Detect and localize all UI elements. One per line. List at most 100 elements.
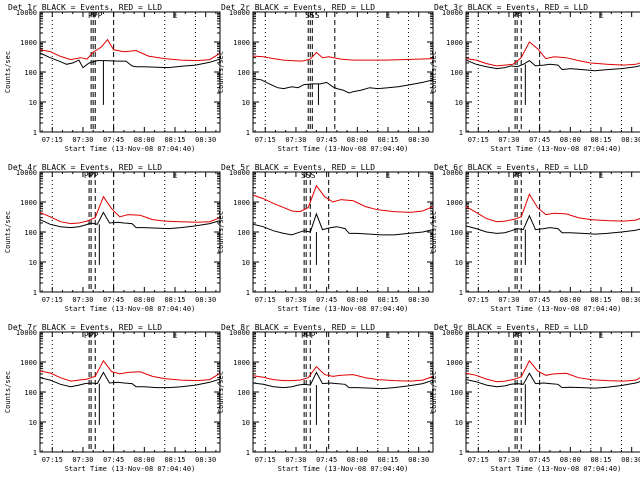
x-tick-label: 08:30	[408, 296, 429, 304]
x-tick-label: 07:30	[285, 136, 306, 144]
marker-label: SSS	[301, 171, 316, 180]
series-events-line	[39, 52, 221, 69]
plot-frame	[465, 11, 640, 133]
marker-label: SSS	[305, 11, 320, 20]
y-tick-label: 1	[246, 129, 250, 137]
x-axis-label: Start Time (13-Nov-08 07:04:40)	[491, 305, 622, 313]
y-tick-label: 100	[24, 389, 37, 397]
y-tick-label: 1000	[20, 199, 37, 207]
y-tick-label: 1	[33, 449, 37, 457]
series-lld-line	[252, 365, 434, 382]
y-tick-label: 1000	[20, 359, 37, 367]
x-tick-label: 08:30	[195, 296, 216, 304]
y-tick-label: 10	[29, 99, 37, 107]
y-tick-label: 10	[242, 99, 250, 107]
panel-det-7r: 1 10 100 1000 10000 07:15 07:30 07:45 08:00 08:15…	[4, 323, 221, 473]
panel-det-6r: 1 10 100 1000 10000 07:15 07:30 07:45 08:00 08:15…	[430, 163, 640, 313]
x-tick-label: 07:45	[316, 296, 337, 304]
y-tick-label: 1000	[20, 39, 37, 47]
series-lld-line	[39, 38, 221, 62]
x-tick-label: 07:30	[498, 136, 519, 144]
x-tick-label: 08:15	[164, 456, 185, 464]
y-tick-label: 1000	[233, 39, 250, 47]
x-tick-label: 08:30	[195, 456, 216, 464]
x-tick-label: 07:45	[529, 456, 550, 464]
marker-label: PPP	[84, 331, 99, 340]
y-tick-label: 1	[246, 289, 250, 297]
y-tick-label: 10	[242, 259, 250, 267]
y-tick-label: 100	[237, 69, 250, 77]
marker-label: E	[386, 171, 391, 180]
series-events-line	[252, 78, 434, 94]
plot-frame	[465, 331, 640, 453]
y-tick-label: 10	[29, 419, 37, 427]
x-tick-label: 07:45	[103, 456, 124, 464]
x-tick-label: 07:45	[103, 296, 124, 304]
y-axis-label: Counts/sec	[4, 371, 12, 413]
y-tick-label: 10	[29, 259, 37, 267]
y-tick-label: 10000	[229, 9, 250, 17]
x-tick-label: 08:00	[560, 296, 581, 304]
panel-det-8r: 1 10 100 1000 10000 07:15 07:30 07:45 08:00 08:15…	[217, 323, 434, 473]
series-lld-line	[465, 359, 640, 383]
x-axis-label: Start Time (13-Nov-08 07:04:40)	[278, 465, 409, 473]
plot-frame	[465, 171, 640, 293]
x-tick-label: 07:30	[285, 456, 306, 464]
panel-det-9r: 1 10 100 1000 10000 07:15 07:30 07:45 08:00 08:15…	[430, 323, 640, 473]
marker-label: PPP	[88, 11, 103, 20]
x-tick-label: 07:15	[255, 136, 276, 144]
marker-label: E	[173, 11, 178, 20]
x-tick-label: 07:30	[72, 296, 93, 304]
marker-label: PPP	[84, 171, 99, 180]
x-axis-label: Start Time (13-Nov-08 07:04:40)	[65, 145, 196, 153]
x-tick-label: 07:15	[468, 136, 489, 144]
x-tick-label: 07:30	[72, 136, 93, 144]
x-tick-label: 07:45	[529, 136, 550, 144]
series-lld-line	[465, 41, 640, 67]
plot-frame	[252, 11, 434, 133]
y-tick-label: 100	[24, 69, 37, 77]
y-axis-label: Counts/sec	[217, 211, 225, 253]
y-tick-label: 10000	[229, 169, 250, 177]
panel-title: Det 8r BLACK = Events, RED = LLD	[221, 323, 375, 332]
x-tick-label: 08:15	[377, 456, 398, 464]
panel-title: Det 7r BLACK = Events, RED = LLD	[8, 323, 162, 332]
x-tick-label: 08:00	[134, 456, 155, 464]
series-lld-line	[465, 193, 640, 223]
panel-title: Det 4r BLACK = Events, RED = LLD	[8, 163, 162, 172]
marker-label: PPP	[301, 331, 316, 340]
y-tick-label: 100	[450, 69, 463, 77]
y-tick-label: 1000	[446, 359, 463, 367]
y-tick-label: 1	[459, 289, 463, 297]
x-tick-label: 08:00	[347, 456, 368, 464]
series-lld-line	[39, 359, 221, 382]
y-tick-label: 10000	[16, 169, 37, 177]
y-axis-label: Counts/sec	[4, 211, 12, 253]
series-lld-line	[252, 184, 434, 213]
x-tick-label: 08:15	[377, 296, 398, 304]
marker-label: E	[173, 331, 178, 340]
y-tick-label: 10000	[442, 329, 463, 337]
x-axis-label: Start Time (13-Nov-08 07:04:40)	[278, 305, 409, 313]
plot-frame	[39, 11, 221, 133]
y-axis-label: Counts/sec	[217, 371, 225, 413]
panel-det-3r: 1 10 100 1000 10000 07:15 07:30 07:45 08:00 08:15…	[430, 3, 640, 153]
x-tick-label: 08:00	[347, 296, 368, 304]
y-tick-label: 100	[24, 229, 37, 237]
x-tick-label: 07:15	[255, 456, 276, 464]
y-tick-label: 1000	[233, 359, 250, 367]
x-axis-label: Start Time (13-Nov-08 07:04:40)	[65, 305, 196, 313]
plot-frame	[252, 331, 434, 453]
marker-label: PP	[512, 331, 522, 340]
y-axis-label: Counts/sec	[430, 211, 438, 253]
y-tick-label: 10000	[442, 169, 463, 177]
y-tick-label: 1000	[233, 199, 250, 207]
y-tick-label: 10000	[442, 9, 463, 17]
series-events-line	[252, 212, 434, 236]
x-tick-label: 07:15	[42, 296, 63, 304]
marker-label: E	[173, 171, 178, 180]
x-tick-label: 07:15	[42, 136, 63, 144]
x-tick-label: 08:00	[560, 456, 581, 464]
series-events-line	[252, 371, 434, 390]
y-axis-label: Counts/sec	[430, 51, 438, 93]
